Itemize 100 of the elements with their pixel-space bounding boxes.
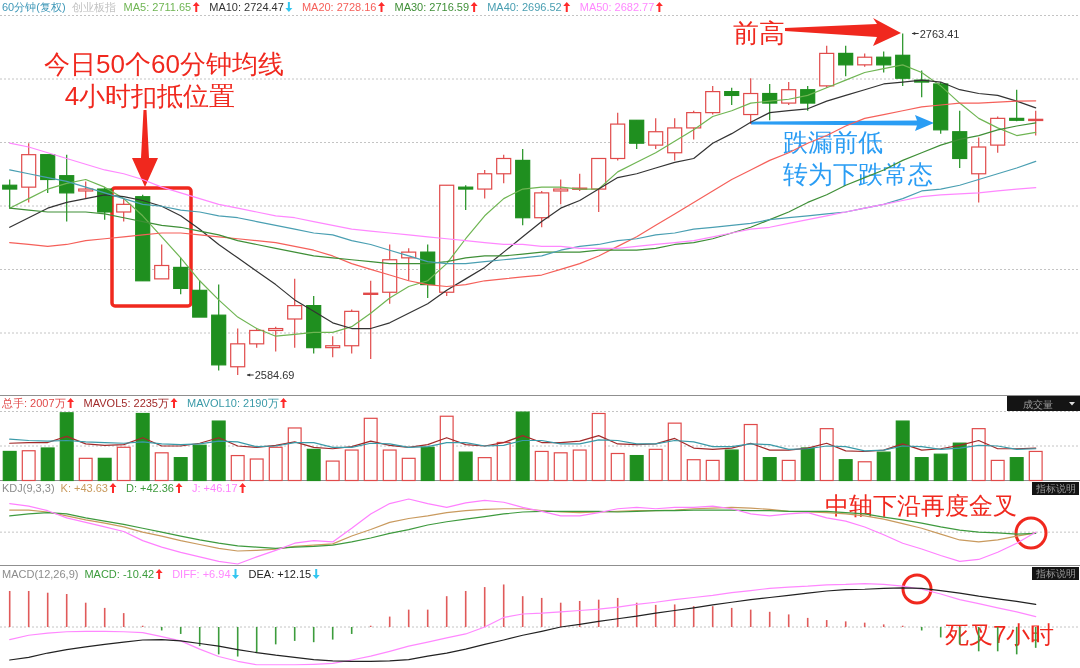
- bar: [591, 412, 606, 482]
- series-label: MACD: -10.42: [84, 568, 155, 580]
- bar: [971, 428, 986, 482]
- annotation: 2584.69: [254, 369, 295, 381]
- bar: [363, 417, 378, 482]
- bar: [534, 450, 549, 482]
- candlestick: [287, 278, 303, 349]
- bar: [1009, 457, 1024, 482]
- bar: [762, 457, 777, 482]
- bar: [781, 459, 796, 482]
- bar: [477, 457, 492, 482]
- bar: [306, 448, 321, 482]
- annotation: 前高: [733, 18, 785, 48]
- text: MA30: 2716.59: [394, 1, 470, 13]
- candlestick: [629, 119, 645, 150]
- chart-subtitle: 创业板指: [71, 1, 116, 13]
- candlestick: [173, 257, 189, 295]
- candlestick: [743, 77, 759, 125]
- text: MA5: 2711.65: [123, 1, 192, 13]
- bar: [59, 412, 74, 482]
- candlestick: [800, 85, 816, 112]
- bar: [876, 451, 891, 482]
- bar: [192, 444, 207, 482]
- bar: [800, 447, 815, 482]
- bar: [458, 451, 473, 482]
- bar: [78, 457, 93, 482]
- text: MAVOL5: 2235万: [83, 397, 169, 409]
- bar: [439, 415, 454, 482]
- text: J: +46.17: [192, 482, 238, 494]
- bar: [724, 449, 739, 482]
- text: MA20: 2728.16: [301, 1, 377, 13]
- bar: [572, 449, 587, 482]
- text: MA10: 2724.47: [209, 1, 284, 13]
- candlestick: [116, 198, 132, 223]
- bar: [667, 422, 682, 482]
- chart-title: 60分钟(复权): [2, 1, 66, 13]
- bar: [2, 450, 17, 482]
- text: DIFF: +6.94: [172, 568, 231, 580]
- bar: [496, 441, 511, 482]
- candlestick: [325, 335, 341, 358]
- bar: [21, 450, 36, 482]
- candlestick: [1009, 89, 1025, 122]
- candlestick: [838, 45, 854, 77]
- candlestick: [686, 110, 702, 140]
- candlestick: [553, 178, 569, 205]
- bar: [629, 454, 644, 482]
- series-label: 总手: 2007万: [1, 397, 66, 409]
- bar: [325, 460, 340, 482]
- bar: [344, 449, 359, 482]
- bar: [382, 449, 397, 482]
- bar: [230, 454, 245, 482]
- text: DEA: +12.15: [248, 568, 312, 580]
- candlestick: [762, 83, 778, 121]
- text: MAVOL10: 2190万: [187, 397, 279, 409]
- candlestick: [249, 327, 265, 349]
- bar: [990, 459, 1005, 482]
- annotation: 今日50个60分钟均线: [44, 49, 284, 79]
- bar: [553, 452, 568, 482]
- text: MA50: 2682.77: [579, 1, 655, 13]
- candlestick: [648, 117, 664, 150]
- bar: [420, 446, 435, 482]
- annotation: 2763.41: [919, 27, 960, 40]
- bar: [952, 442, 967, 482]
- candlestick: [705, 85, 721, 116]
- bar: [705, 459, 720, 482]
- candlestick: [268, 326, 284, 353]
- bar: [648, 448, 663, 482]
- text: D: +42.36: [125, 482, 174, 494]
- bar: [895, 420, 910, 482]
- bar: [211, 420, 226, 482]
- candlestick: [59, 154, 75, 223]
- bar: [154, 452, 169, 482]
- bar: [610, 452, 625, 482]
- bar: [97, 457, 112, 482]
- bar: [686, 459, 701, 482]
- bar: [819, 428, 834, 482]
- candlestick: [458, 184, 474, 211]
- bar: [914, 457, 929, 482]
- bar: [135, 412, 150, 482]
- annotation: 4小时扣抵位置: [64, 81, 236, 111]
- annotation: 中轴下沿再度金叉: [825, 492, 1017, 519]
- candlestick: [2, 178, 18, 209]
- button: 指标说明: [1032, 482, 1079, 495]
- bar: [838, 459, 853, 482]
- bar: [1028, 450, 1043, 482]
- bar: [515, 411, 530, 482]
- bar: [743, 423, 758, 482]
- button: 成交量: [1007, 396, 1080, 411]
- bar: [40, 447, 55, 482]
- bar: [287, 427, 302, 482]
- chart-title: KDJ(9,3,3): [2, 482, 55, 494]
- candlestick: [876, 50, 892, 74]
- bar: [857, 461, 872, 482]
- chart-title: MACD(12,26,9): [2, 568, 79, 580]
- series-label: K: +43.63: [60, 482, 108, 494]
- bar: [401, 457, 416, 482]
- bar: [268, 446, 283, 482]
- text: MA40: 2696.52: [487, 1, 562, 13]
- candlestick: [154, 243, 170, 280]
- candlestick: [496, 154, 512, 184]
